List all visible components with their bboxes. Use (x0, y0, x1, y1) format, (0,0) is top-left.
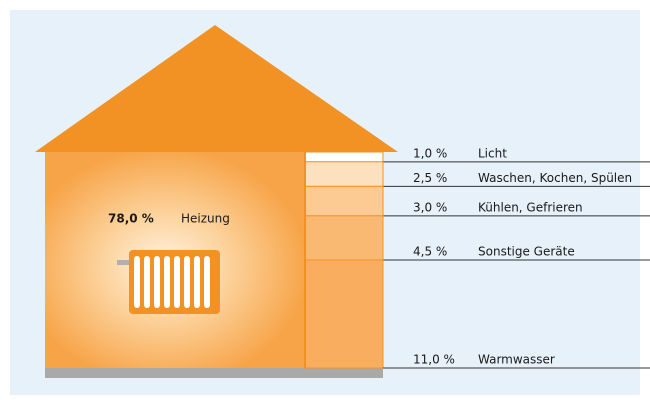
segment (304, 151, 384, 163)
segment-value-label: 1,0 % (413, 146, 447, 160)
radiator (117, 250, 220, 314)
main-category-label: Heizung (181, 212, 230, 226)
segment (304, 215, 384, 261)
segment-category-label: Licht (478, 146, 507, 160)
radiator-pipe (117, 260, 131, 265)
ground (45, 368, 383, 378)
main-value-label: 78,0 % (108, 212, 154, 226)
segment-category-label: Waschen, Kochen, Spülen (478, 171, 632, 185)
segment (304, 161, 384, 187)
roof (35, 25, 398, 152)
segment-value-label: 3,0 % (413, 200, 447, 214)
segment-value-label: 2,5 % (413, 171, 447, 185)
segment (304, 259, 384, 369)
radiator-ribs (134, 256, 210, 308)
segment-category-label: Kühlen, Gefrieren (478, 200, 583, 214)
segment-category-label: Warmwasser (478, 353, 555, 367)
segment (304, 185, 384, 217)
segment-category-label: Sonstige Geräte (478, 245, 575, 259)
segment-value-label: 4,5 % (413, 245, 447, 259)
segment-value-label: 11,0 % (413, 353, 455, 367)
